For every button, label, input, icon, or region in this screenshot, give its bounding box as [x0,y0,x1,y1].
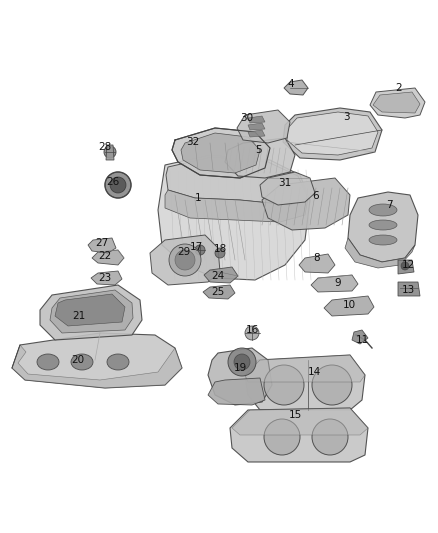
Polygon shape [324,296,374,316]
Polygon shape [352,330,368,344]
Text: 6: 6 [313,191,319,201]
Text: 32: 32 [187,137,200,147]
Text: 19: 19 [233,363,247,373]
Text: 28: 28 [99,142,112,152]
Polygon shape [181,133,260,173]
Polygon shape [12,345,182,388]
Circle shape [105,172,131,198]
Ellipse shape [37,354,59,370]
Polygon shape [204,267,238,283]
Circle shape [264,419,300,455]
Polygon shape [40,285,142,340]
Polygon shape [284,80,308,95]
Text: 31: 31 [279,178,292,188]
Ellipse shape [107,354,129,370]
Circle shape [110,177,126,193]
Polygon shape [245,355,365,382]
Circle shape [312,419,348,455]
Text: 24: 24 [212,271,225,281]
Text: 15: 15 [288,410,302,420]
Ellipse shape [71,354,93,370]
Ellipse shape [369,204,397,216]
Text: 26: 26 [106,177,120,187]
Polygon shape [245,355,365,410]
Polygon shape [398,282,420,296]
Polygon shape [248,116,265,123]
Polygon shape [208,378,265,405]
Polygon shape [158,155,310,280]
Polygon shape [287,112,378,155]
Text: 7: 7 [386,200,392,210]
Polygon shape [311,275,358,292]
Ellipse shape [369,235,397,245]
Polygon shape [283,108,382,160]
Text: 22: 22 [99,251,112,261]
Polygon shape [50,290,133,333]
Text: 9: 9 [335,278,341,288]
Polygon shape [92,250,124,265]
Polygon shape [150,235,220,285]
Text: 18: 18 [213,244,226,254]
Circle shape [312,365,352,405]
Polygon shape [12,333,182,388]
Text: 1: 1 [194,193,201,203]
Polygon shape [248,130,265,137]
Text: 23: 23 [99,273,112,283]
Polygon shape [237,110,290,143]
Polygon shape [225,138,295,178]
Polygon shape [172,128,270,178]
Text: 27: 27 [95,238,109,248]
Text: 30: 30 [240,113,254,123]
Polygon shape [248,123,265,130]
Polygon shape [203,285,235,299]
Text: 12: 12 [401,260,415,270]
Circle shape [175,250,195,270]
Circle shape [401,262,409,270]
Polygon shape [88,238,116,253]
Polygon shape [55,294,125,326]
Polygon shape [262,178,350,230]
Text: 3: 3 [343,112,350,122]
Text: 5: 5 [254,145,261,155]
Polygon shape [230,408,368,462]
Polygon shape [398,260,414,274]
Polygon shape [232,408,368,435]
Text: 14: 14 [307,367,321,377]
Text: 29: 29 [177,247,191,257]
Text: 16: 16 [245,325,258,335]
Text: 10: 10 [343,300,356,310]
Circle shape [169,244,201,276]
Circle shape [245,326,259,340]
Polygon shape [299,254,335,273]
Text: 17: 17 [189,242,203,252]
Polygon shape [373,92,420,113]
Text: 4: 4 [288,79,294,89]
Circle shape [228,348,256,376]
Text: 11: 11 [355,335,369,345]
Polygon shape [348,192,418,262]
Circle shape [264,365,304,405]
Circle shape [195,245,205,255]
Circle shape [104,146,116,158]
Text: 25: 25 [212,287,225,297]
Text: 21: 21 [72,311,85,321]
Polygon shape [260,172,315,205]
Polygon shape [370,88,425,118]
Circle shape [215,248,225,258]
Polygon shape [208,348,272,405]
Text: 13: 13 [401,285,415,295]
Polygon shape [345,238,415,268]
Text: 20: 20 [71,355,85,365]
Polygon shape [166,157,308,205]
Text: 8: 8 [314,253,320,263]
Polygon shape [106,145,114,160]
Circle shape [234,354,250,370]
Ellipse shape [369,220,397,230]
Polygon shape [91,271,122,285]
Polygon shape [165,190,308,222]
Text: 2: 2 [396,83,403,93]
